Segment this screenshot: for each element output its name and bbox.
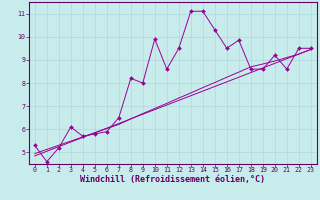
X-axis label: Windchill (Refroidissement éolien,°C): Windchill (Refroidissement éolien,°C) xyxy=(80,175,265,184)
